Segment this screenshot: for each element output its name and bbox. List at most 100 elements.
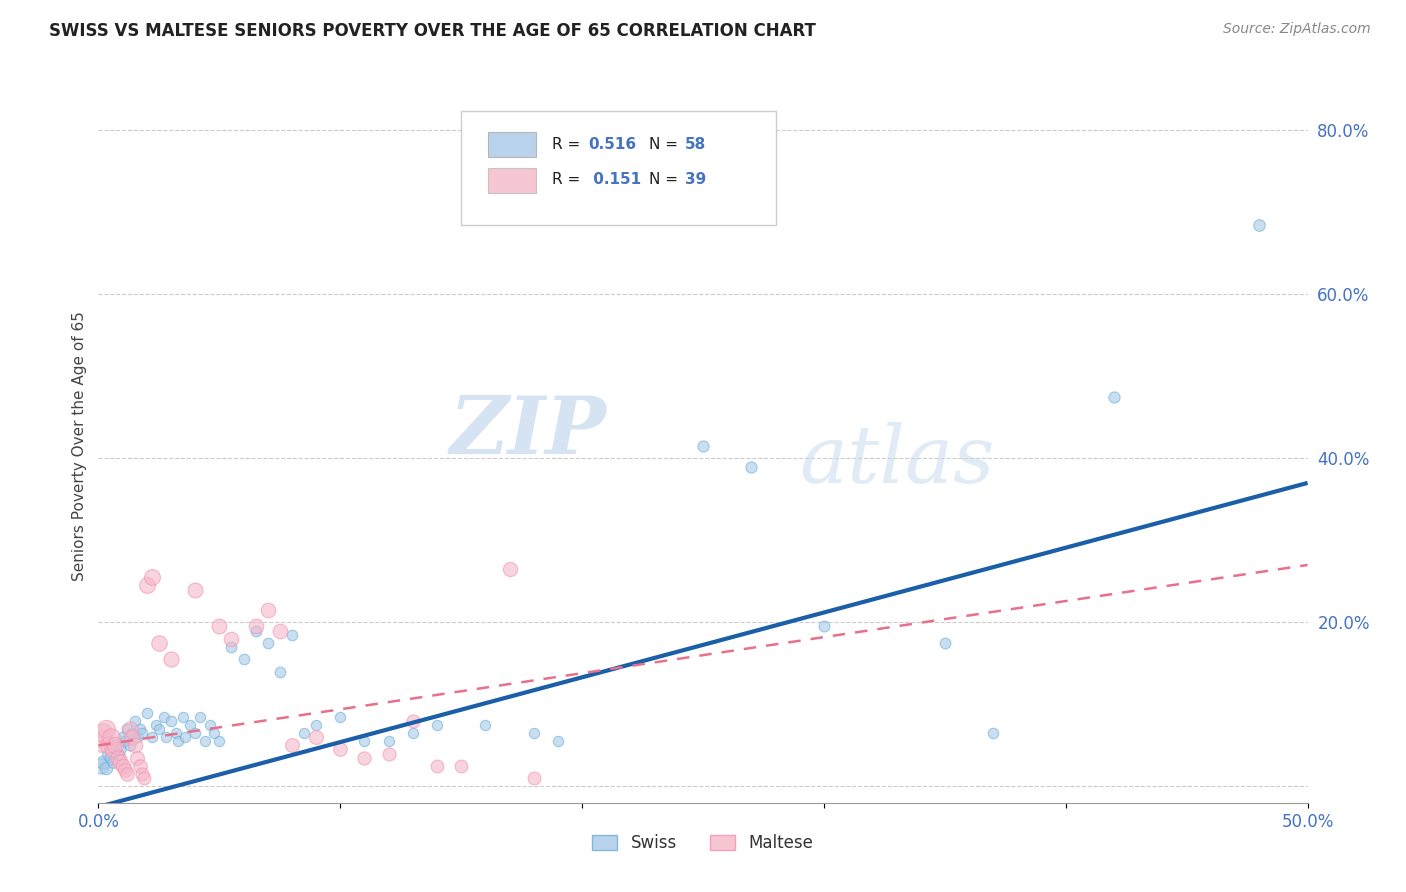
Point <box>474 718 496 732</box>
Point <box>121 730 143 744</box>
Point <box>107 747 129 761</box>
Text: 0.516: 0.516 <box>588 136 637 152</box>
Point <box>208 734 231 748</box>
Text: 39: 39 <box>685 172 706 187</box>
Point <box>208 619 231 633</box>
Point <box>121 726 143 740</box>
Point <box>194 734 217 748</box>
Point <box>152 709 174 723</box>
Point <box>117 767 139 781</box>
Legend: Swiss, Maltese: Swiss, Maltese <box>586 828 820 859</box>
Point <box>160 714 183 728</box>
Point <box>118 739 141 753</box>
Point <box>232 652 254 666</box>
Point <box>188 709 211 723</box>
Point <box>402 714 425 728</box>
Point <box>90 734 112 748</box>
Point <box>184 582 207 597</box>
Point <box>108 755 131 769</box>
FancyBboxPatch shape <box>461 111 776 225</box>
Text: N =: N = <box>648 136 678 152</box>
Point <box>426 759 449 773</box>
Point <box>101 742 124 756</box>
Point <box>172 709 194 723</box>
Point <box>145 718 167 732</box>
Point <box>281 739 304 753</box>
Point <box>547 734 569 748</box>
Point <box>305 730 328 744</box>
Point <box>134 771 156 785</box>
Point <box>160 652 183 666</box>
Point <box>124 714 146 728</box>
Point <box>245 624 267 638</box>
Point <box>269 665 291 679</box>
Point <box>353 750 375 764</box>
Point <box>523 771 546 785</box>
Point <box>204 726 226 740</box>
Point <box>179 718 201 732</box>
Point <box>402 726 425 740</box>
Point <box>91 755 114 769</box>
Point <box>221 632 243 646</box>
Text: R =: R = <box>551 172 581 187</box>
Point <box>692 439 714 453</box>
Point <box>740 459 762 474</box>
Point <box>128 759 150 773</box>
Point <box>118 722 141 736</box>
Point <box>184 726 207 740</box>
Point <box>1102 390 1125 404</box>
Bar <box>488 132 536 157</box>
Point <box>256 603 278 617</box>
Text: ZIP: ZIP <box>450 393 606 470</box>
Text: N =: N = <box>648 172 678 187</box>
Point <box>155 730 177 744</box>
Point <box>127 750 149 764</box>
Point <box>114 763 136 777</box>
Point <box>141 570 163 584</box>
Point <box>981 726 1004 740</box>
Point <box>329 709 352 723</box>
Point <box>498 562 520 576</box>
Point <box>377 734 399 748</box>
Point <box>101 755 124 769</box>
Point <box>813 619 835 633</box>
Point <box>100 750 122 764</box>
Point <box>128 722 150 736</box>
Point <box>91 726 114 740</box>
Bar <box>488 168 536 193</box>
Text: 58: 58 <box>685 136 706 152</box>
Point <box>165 726 187 740</box>
Point <box>148 636 170 650</box>
Point <box>353 734 375 748</box>
Text: SWISS VS MALTESE SENIORS POVERTY OVER THE AGE OF 65 CORRELATION CHART: SWISS VS MALTESE SENIORS POVERTY OVER TH… <box>49 22 815 40</box>
Point <box>148 722 170 736</box>
Point <box>198 718 221 732</box>
Point <box>329 742 352 756</box>
Point <box>256 636 278 650</box>
Point <box>269 624 291 638</box>
Point <box>94 761 117 775</box>
Y-axis label: Seniors Poverty Over the Age of 65: Seniors Poverty Over the Age of 65 <box>72 311 87 581</box>
Point <box>245 619 267 633</box>
Point <box>131 726 153 740</box>
Point <box>111 759 134 773</box>
Point <box>934 636 956 650</box>
Point <box>174 730 197 744</box>
Text: R =: R = <box>551 136 581 152</box>
Point <box>104 739 127 753</box>
Point <box>141 730 163 744</box>
Point <box>111 730 134 744</box>
Point <box>117 722 139 736</box>
Point <box>1249 218 1271 232</box>
Point <box>426 718 449 732</box>
Point <box>104 739 127 753</box>
Point <box>221 640 243 654</box>
Point <box>97 739 120 753</box>
Point <box>131 767 153 781</box>
Point <box>377 747 399 761</box>
Text: atlas: atlas <box>800 422 995 499</box>
Point <box>281 627 304 641</box>
Point <box>108 742 131 756</box>
Point <box>135 578 157 592</box>
Point <box>90 759 112 773</box>
